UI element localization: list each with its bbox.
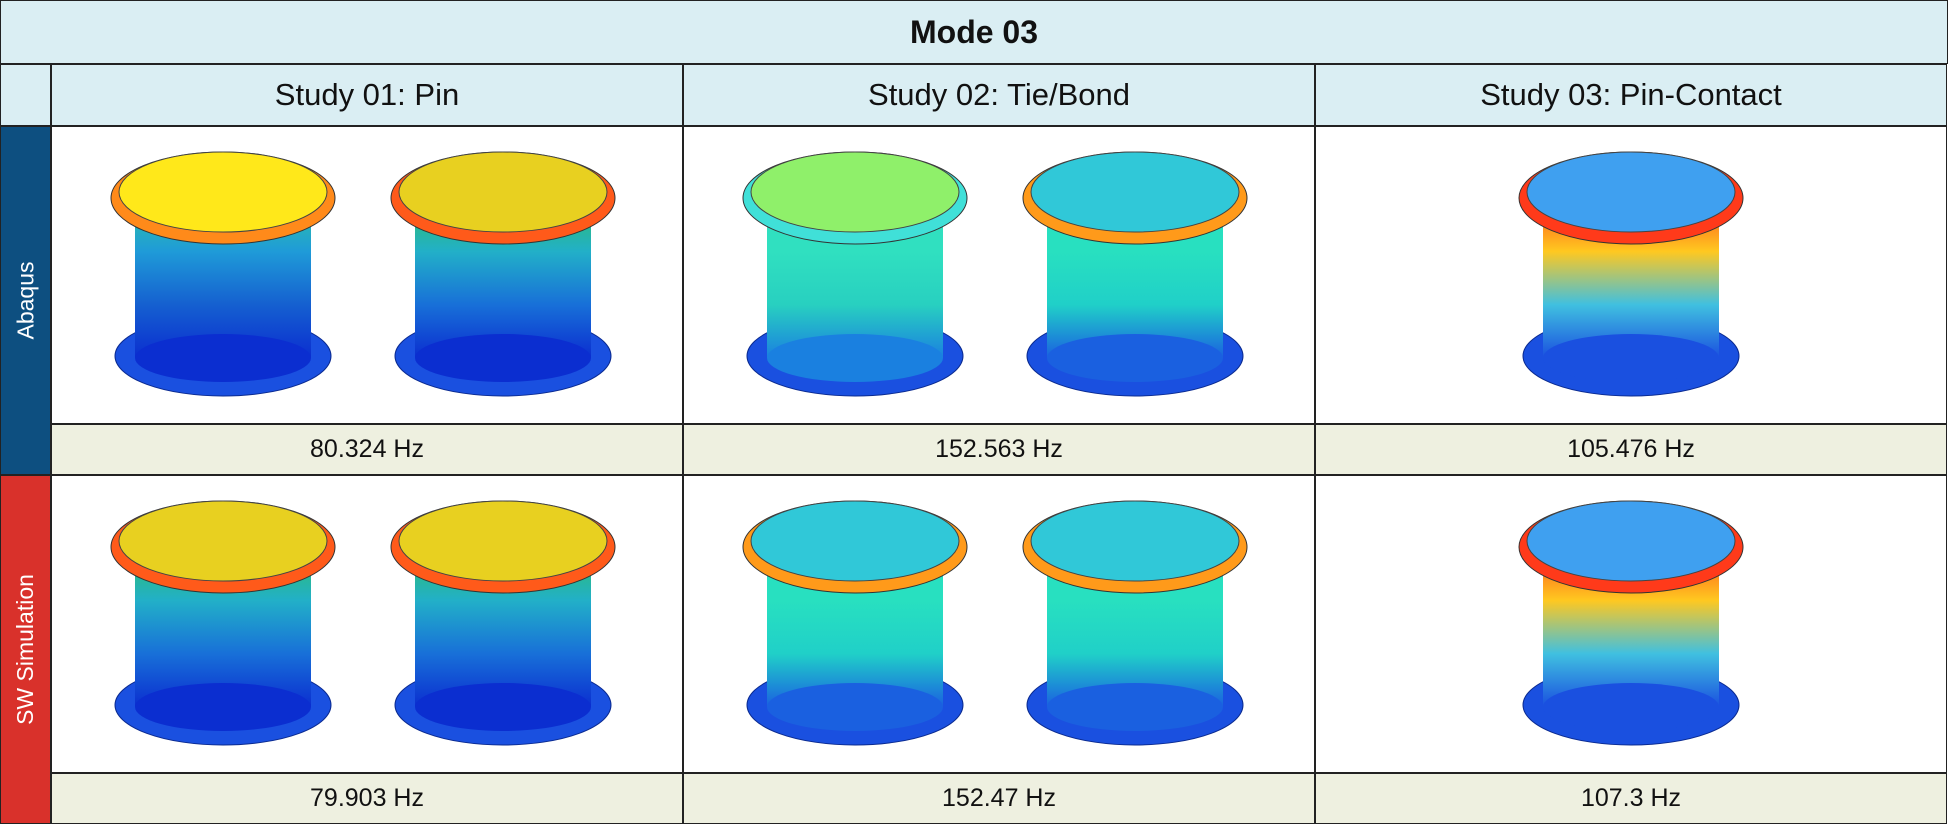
cylinder-base — [1047, 683, 1223, 731]
top-plate — [1526, 500, 1736, 582]
frequency: 152.47 Hz — [683, 773, 1315, 824]
column-header-text: Study 01: Pin — [274, 77, 460, 112]
top-plate — [118, 500, 328, 582]
corner-cell — [0, 64, 51, 126]
result-image — [683, 126, 1315, 424]
top-plate — [398, 151, 608, 233]
frequency-text: 79.903 Hz — [310, 784, 424, 812]
result-image — [1315, 126, 1947, 424]
result-image — [683, 475, 1315, 773]
row-label-text: Abaqus — [12, 261, 39, 340]
frequency: 80.324 Hz — [51, 424, 683, 475]
cylinder-base — [415, 683, 591, 731]
frequency-text: 80.324 Hz — [310, 435, 424, 463]
table-title-text: Mode 03 — [909, 13, 1039, 50]
result-image — [51, 126, 683, 424]
frequency-text: 152.47 Hz — [942, 784, 1056, 812]
column-header: Study 02: Tie/Bond — [683, 64, 1315, 126]
row-label-text: SW Simulation — [12, 574, 39, 725]
frequency: 107.3 Hz — [1315, 773, 1947, 824]
mode-shape-render — [742, 500, 1248, 746]
cylinder-base — [767, 683, 943, 731]
frequency-text: 152.563 Hz — [935, 435, 1063, 463]
result-image — [51, 475, 683, 773]
column-header: Study 03: Pin-Contact — [1315, 64, 1947, 126]
cylinder-base — [767, 334, 943, 382]
mode-shape-render — [742, 151, 1248, 397]
cylinder-base — [1543, 334, 1719, 382]
mode-shape-render — [110, 500, 616, 746]
frequency: 152.563 Hz — [683, 424, 1315, 475]
frequency-text: 105.476 Hz — [1567, 435, 1695, 463]
top-plate — [1030, 151, 1240, 233]
top-plate — [1030, 500, 1240, 582]
column-header-text: Study 02: Tie/Bond — [868, 77, 1130, 112]
row-label: Abaqus — [0, 126, 51, 475]
frequency: 79.903 Hz — [51, 773, 683, 824]
top-plate — [118, 151, 328, 233]
result-image — [1315, 475, 1947, 773]
top-plate — [750, 151, 960, 233]
cylinder-base — [135, 334, 311, 382]
frequency: 105.476 Hz — [1315, 424, 1947, 475]
top-plate — [1526, 151, 1736, 233]
row-label: SW Simulation — [0, 475, 51, 824]
table-title: Mode 03 — [0, 0, 1948, 64]
top-plate — [398, 500, 608, 582]
cylinder-base — [135, 683, 311, 731]
mode-shape-render — [110, 151, 616, 397]
column-header: Study 01: Pin — [51, 64, 683, 126]
cylinder-base — [1047, 334, 1223, 382]
frequency-text: 107.3 Hz — [1580, 784, 1682, 812]
mode-shape-render — [1518, 151, 1744, 397]
cylinder-base — [415, 334, 591, 382]
top-plate — [750, 500, 960, 582]
cylinder-base — [1543, 683, 1719, 731]
column-header-text: Study 03: Pin-Contact — [1480, 77, 1782, 112]
mode-shape-render — [1518, 500, 1744, 746]
